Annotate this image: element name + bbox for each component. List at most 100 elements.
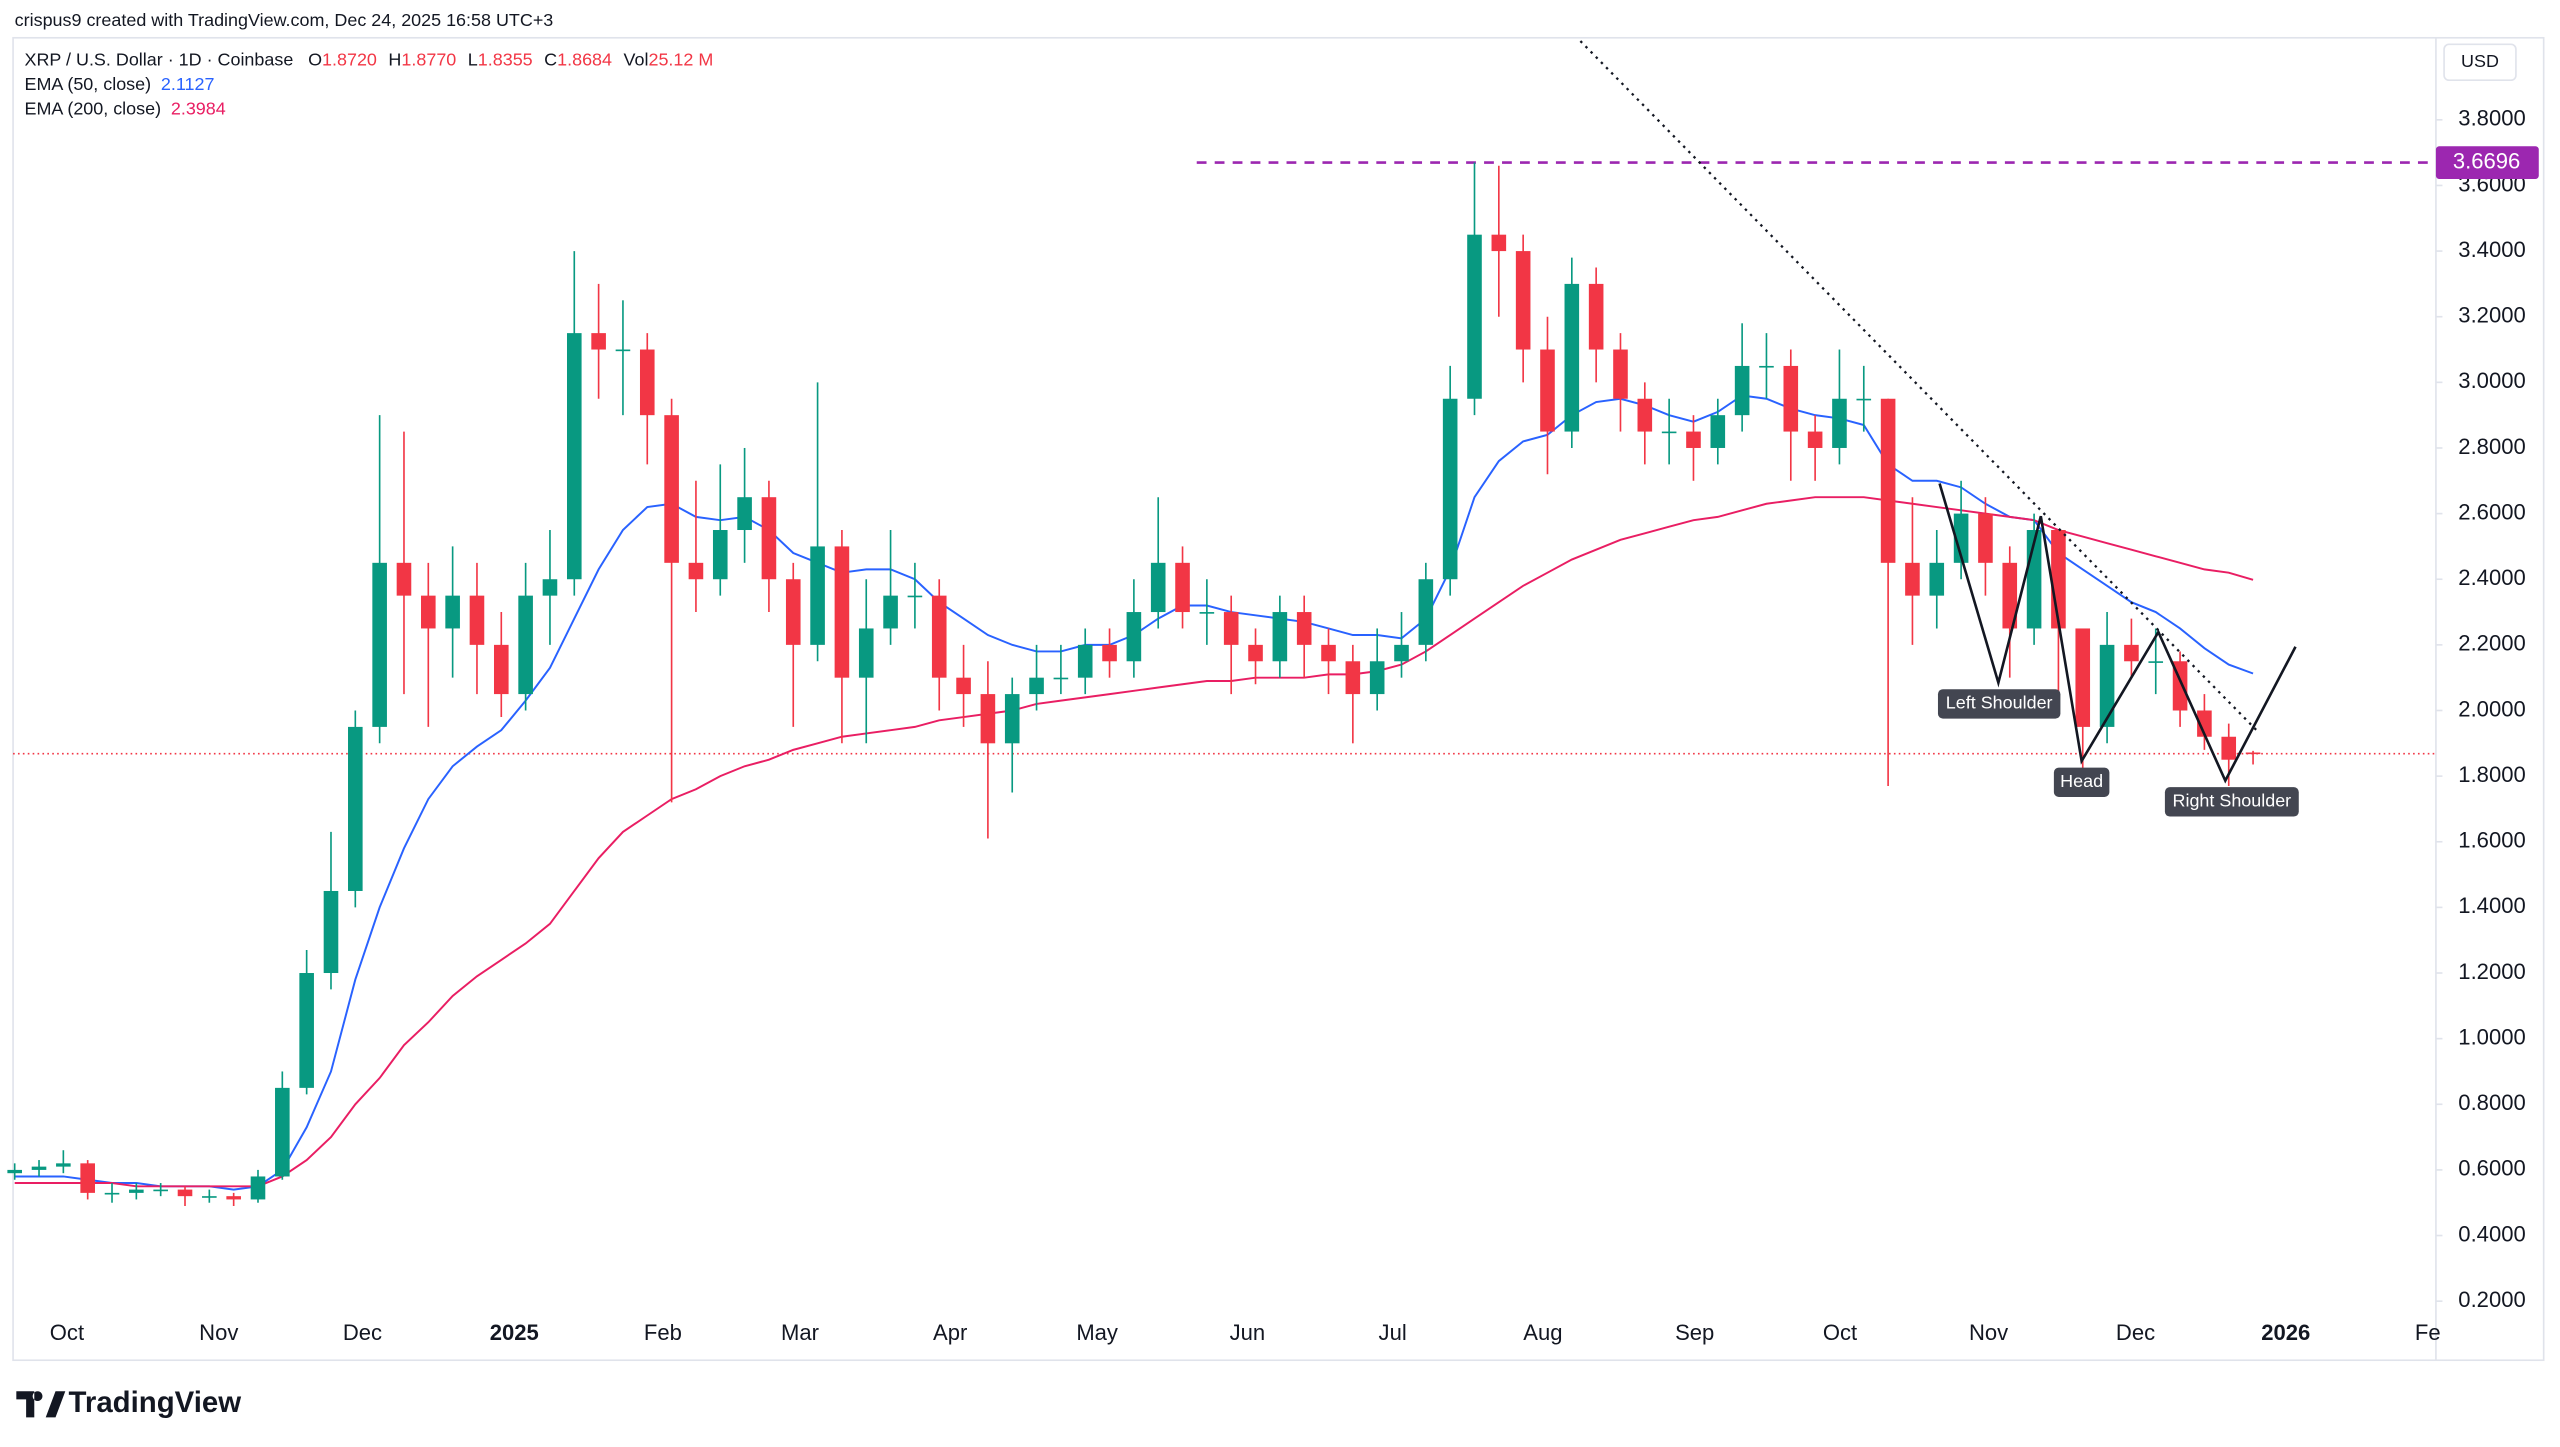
legend-value: 2.1127 [161,74,215,94]
candle-body [615,349,631,352]
candle-body [1102,644,1117,662]
y-tick-label: 0.8000 [2458,1090,2525,1115]
candle-body [348,726,363,891]
candle-body [1394,644,1409,662]
y-tick-label: 3.0000 [2458,368,2525,393]
candle-body [250,1176,266,1200]
candle-body [1588,283,1604,350]
candle-body [712,530,728,580]
candle-body [80,1163,95,1193]
candle-body [1029,677,1044,695]
candle-body [2075,628,2091,727]
candle-body [1783,365,1799,432]
y-tick-label: 0.2000 [2458,1287,2525,1312]
x-tick-label: 2025 [490,1320,539,1345]
candle-body [1710,415,1726,448]
currency: USD [2461,51,2499,71]
x-tick-label: Jul [1379,1320,1407,1345]
ohlc-key: H [388,49,401,69]
legend-value: 2.3984 [171,98,226,118]
plot: 0.2000 0.4000 0.6000 0.8000 1.0000 1.2000 1.40… [7,106,2539,1345]
candle-body [2245,752,2261,755]
legend-name: EMA (50, close) [24,74,151,94]
candle-body [1077,644,1093,678]
ohlc-value: 1.8770 [401,49,456,69]
currency-box[interactable] [2443,43,2517,82]
candle-body [1296,612,1312,645]
candle-body [907,595,923,598]
candle-body [2197,710,2212,737]
pattern-label: Left Shoulder [1946,693,2053,713]
x-tick-label: Nov [1969,1320,2008,1345]
x-tick-label: Dec [2116,1320,2155,1345]
candle-body [639,349,655,416]
candle-body [761,497,777,580]
y-tick-label: 1.0000 [2458,1024,2525,1049]
y-tick-label: 2.8000 [2458,434,2525,459]
candle-body [396,562,412,596]
candle-body [1807,431,1823,448]
candle-body [1321,644,1336,662]
candle-body [1418,579,1434,645]
x-tick-label: Fe [2415,1320,2441,1345]
resistance-label: 3.6696 [2453,148,2520,173]
pattern-label: Right Shoulder [2173,791,2292,811]
candle-body [1637,398,1653,432]
candle-body [2099,644,2115,727]
ohlc-key: Vol [624,49,649,69]
candle-body [1199,612,1215,614]
candle-body [1856,398,1872,401]
x-tick-label: Feb [644,1320,682,1345]
label-box [1937,689,2061,719]
x-tick-label: 2026 [2261,1320,2310,1345]
candle-body [1540,349,1555,432]
y-tick-label: 0.6000 [2458,1156,2525,1181]
candle-body [1467,234,1482,399]
y-tick-label: 1.8000 [2458,762,2525,787]
candle-body [56,1163,71,1167]
candle-body [956,677,971,695]
candle-body [31,1166,47,1170]
x-tick-label: Dec [343,1320,382,1345]
candle-body [1832,398,1847,448]
y-tick-label: 1.2000 [2458,959,2525,984]
candle-body [785,579,801,645]
candle-body [445,595,460,629]
candle-body [177,1189,193,1197]
candle-body [1564,283,1580,432]
x-tick-label: Aug [1523,1320,1562,1345]
y-tick-label: 2.6000 [2458,499,2525,524]
y-tick-label: 1.4000 [2458,893,2525,918]
candle-body [810,546,825,645]
candle-body [2051,530,2066,629]
y-tick-label: 2.0000 [2458,696,2525,721]
candle-body [2002,562,2018,629]
symbol: XRP / U.S. Dollar · 1D · Coinbase [24,49,293,69]
candle-body [1661,431,1677,434]
ohlc-value: 1.8720 [322,49,377,69]
candle-body [858,628,874,678]
candle-body [104,1192,120,1195]
candle-body [518,595,533,695]
candle-body [1248,644,1263,662]
x-tick-label: Jun [1230,1320,1266,1345]
y-tick-label: 2.4000 [2458,565,2525,590]
pattern-label: Head [2060,771,2103,791]
candle-body [129,1189,144,1193]
candle-body [566,333,582,580]
candle-body [737,497,752,531]
candle-body [664,415,679,563]
candle-body [1223,612,1239,645]
y-tick-label: 3.4000 [2458,237,2525,262]
x-tick-label: Oct [1823,1320,1857,1345]
candle-body [153,1189,168,1192]
candle-body [1734,365,1750,416]
candle-body [591,333,606,350]
candle-body [1126,612,1142,662]
candle-body [542,579,558,596]
candle-body [1929,562,1945,596]
candle-body [1880,398,1896,563]
chart-frame [12,36,2545,1362]
